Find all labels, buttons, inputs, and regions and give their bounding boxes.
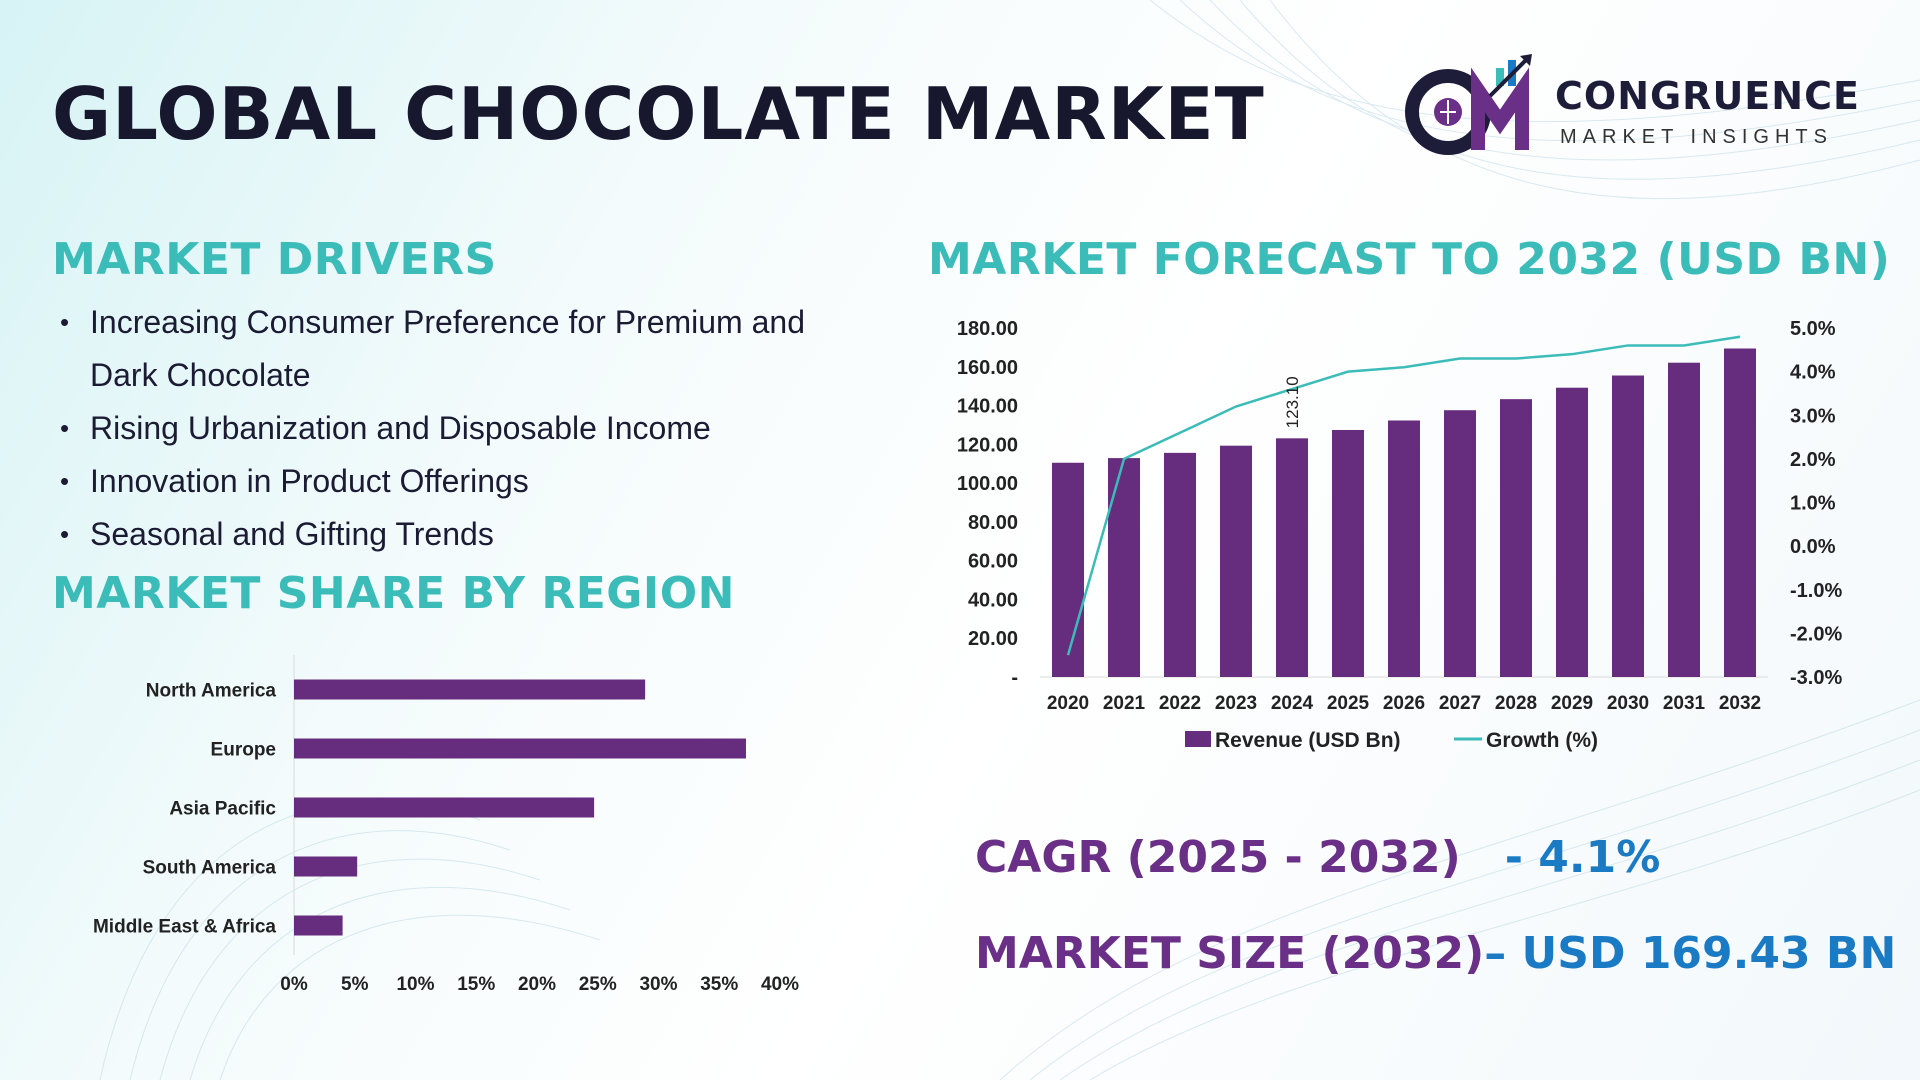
driver-item: Increasing Consumer Preference for Premi… <box>58 296 858 402</box>
forecast-x-tick-label: 2032 <box>1719 693 1761 714</box>
size-value: – USD 169.43 BN <box>1484 928 1897 979</box>
revenue-bar <box>1052 462 1084 677</box>
revenue-bar <box>1388 420 1420 677</box>
region-bar <box>294 797 595 818</box>
logo-mark-icon <box>1405 54 1532 155</box>
forecast-y-tick-label: 40.00 <box>968 589 1018 611</box>
brand-logo: CONGRUENCE MARKET INSIGHTS <box>1400 52 1880 162</box>
forecast-y-tick-label: 140.00 <box>957 396 1018 418</box>
region-x-tick-label: 10% <box>396 974 434 995</box>
region-x-tick-label: 40% <box>761 974 799 995</box>
forecast-x-tick-label: 2021 <box>1103 693 1146 714</box>
forecast-y-tick-label: 100.00 <box>957 473 1018 495</box>
page-title: GLOBAL CHOCOLATE MARKET <box>52 72 1265 156</box>
region-category-label: Middle East & Africa <box>93 917 276 938</box>
revenue-data-label: 123.10 <box>1283 376 1302 428</box>
forecast-y2-tick-label: -2.0% <box>1790 623 1842 645</box>
region-category-label: North America <box>146 681 277 702</box>
logo-name: CONGRUENCE <box>1555 74 1860 118</box>
region-bar <box>294 856 358 877</box>
revenue-bar <box>1668 362 1700 677</box>
revenue-bar <box>1724 348 1756 677</box>
revenue-bar <box>1444 410 1476 677</box>
forecast-y2-tick-label: 0.0% <box>1790 536 1836 558</box>
driver-item: Seasonal and Gifting Trends <box>58 508 858 561</box>
forecast-y2-tick-label: 4.0% <box>1790 362 1836 384</box>
region-x-tick-label: 0% <box>280 974 308 995</box>
forecast-y2-tick-label: -1.0% <box>1790 580 1842 602</box>
region-bar <box>294 915 343 936</box>
forecast-y-tick-label: 60.00 <box>968 551 1018 573</box>
region-category-label: South America <box>143 858 277 879</box>
driver-item: Rising Urbanization and Disposable Incom… <box>58 402 858 455</box>
cagr-value: - 4.1% <box>1504 832 1661 883</box>
legend-growth-label: Growth (%) <box>1486 729 1598 752</box>
legend-revenue-label: Revenue (USD Bn) <box>1215 729 1401 752</box>
forecast-y2-tick-label: 1.0% <box>1790 493 1836 515</box>
region-category-label: Asia Pacific <box>169 799 276 820</box>
driver-item: Innovation in Product Offerings <box>58 455 858 508</box>
forecast-y2-tick-label: -3.0% <box>1790 667 1842 689</box>
revenue-bar <box>1164 452 1196 677</box>
cagr-label: CAGR (2025 - 2032) <box>975 832 1461 883</box>
drivers-list: Increasing Consumer Preference for Premi… <box>58 296 858 561</box>
region-bar <box>294 679 646 700</box>
revenue-bar <box>1276 438 1308 677</box>
forecast-x-tick-label: 2031 <box>1663 693 1706 714</box>
forecast-y-tick-label: - <box>1011 667 1018 689</box>
forecast-x-tick-label: 2023 <box>1215 693 1257 714</box>
forecast-x-tick-label: 2029 <box>1551 693 1593 714</box>
region-x-tick-label: 15% <box>457 974 495 995</box>
forecast-y-tick-label: 80.00 <box>968 512 1018 534</box>
revenue-bar <box>1500 399 1532 677</box>
region-x-tick-label: 35% <box>700 974 738 995</box>
forecast-x-tick-label: 2025 <box>1327 693 1370 714</box>
region-x-tick-label: 5% <box>341 974 369 995</box>
forecast-y2-tick-label: 2.0% <box>1790 449 1836 471</box>
forecast-x-tick-label: 2022 <box>1159 693 1201 714</box>
forecast-y-tick-label: 120.00 <box>957 434 1018 456</box>
region-x-tick-label: 20% <box>518 974 556 995</box>
forecast-heading: MARKET FORECAST TO 2032 (USD BN) <box>928 234 1891 285</box>
cagr-stat: CAGR (2025 - 2032) - 4.1% <box>975 832 1660 883</box>
region-x-tick-label: 30% <box>639 974 677 995</box>
forecast-x-tick-label: 2024 <box>1271 693 1314 714</box>
forecast-y-tick-label: 180.00 <box>957 318 1018 340</box>
size-label: MARKET SIZE (2032) <box>975 928 1485 979</box>
revenue-bar <box>1108 458 1140 677</box>
forecast-y2-tick-label: 5.0% <box>1790 318 1836 340</box>
drivers-heading: MARKET DRIVERS <box>52 234 497 285</box>
revenue-bar <box>1612 375 1644 677</box>
region-category-label: Europe <box>211 740 276 761</box>
region-heading: MARKET SHARE BY REGION <box>52 568 735 619</box>
forecast-x-tick-label: 2026 <box>1383 693 1425 714</box>
revenue-bar <box>1332 429 1364 677</box>
revenue-bar <box>1556 387 1588 677</box>
region-x-tick-label: 25% <box>579 974 617 995</box>
forecast-x-tick-label: 2028 <box>1495 693 1537 714</box>
forecast-y-tick-label: 160.00 <box>957 357 1018 379</box>
legend-revenue-swatch <box>1185 731 1211 747</box>
forecast-x-tick-label: 2020 <box>1047 693 1089 714</box>
revenue-bar <box>1220 445 1252 677</box>
market-size-stat: MARKET SIZE (2032)– USD 169.43 BN <box>975 928 1896 979</box>
forecast-y-tick-label: 20.00 <box>968 628 1018 650</box>
logo-subtitle: MARKET INSIGHTS <box>1560 126 1833 148</box>
forecast-x-tick-label: 2030 <box>1607 693 1649 714</box>
forecast-y2-tick-label: 3.0% <box>1790 405 1836 427</box>
forecast-x-tick-label: 2027 <box>1439 693 1481 714</box>
growth-line <box>1066 335 1741 656</box>
region-bar <box>294 738 746 759</box>
